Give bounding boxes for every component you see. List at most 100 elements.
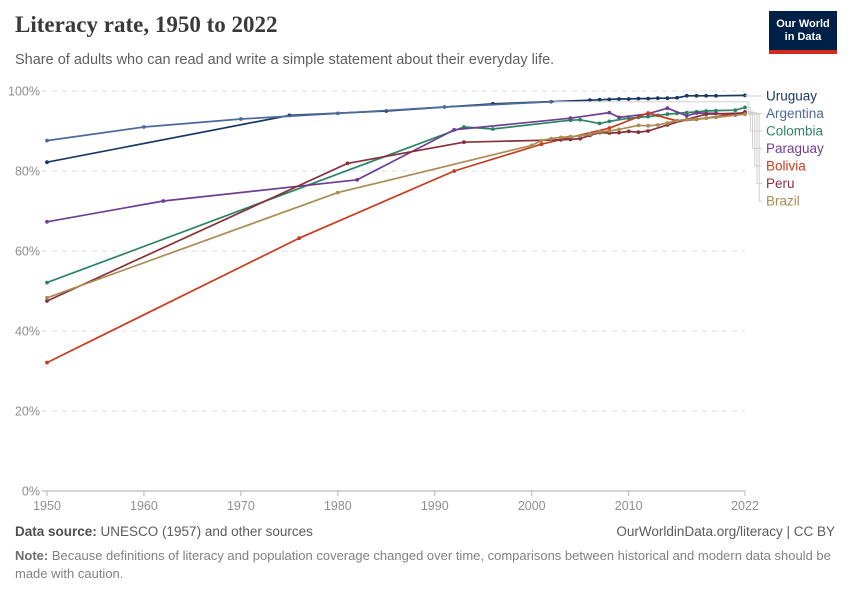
x-tick-label: 1950 (33, 499, 61, 513)
data-point (335, 190, 340, 195)
legend-label-colombia[interactable]: Colombia (766, 124, 824, 139)
data-point (684, 117, 689, 122)
data-point (617, 115, 621, 120)
series-brazil (45, 112, 747, 300)
data-point (665, 121, 670, 125)
y-tick-label: 100% (8, 85, 40, 99)
x-tick-label: 2000 (518, 499, 546, 513)
owid-logo[interactable]: Our World in Data (769, 11, 837, 54)
data-point (45, 295, 49, 300)
data-point (539, 138, 544, 143)
data-point (297, 236, 301, 241)
data-point (714, 115, 718, 120)
data-point (462, 140, 466, 145)
data-point (646, 114, 650, 119)
data-point (588, 132, 592, 137)
legend-label-paraguay[interactable]: Paraguay (766, 141, 824, 156)
data-point (491, 127, 495, 131)
data-point (345, 161, 350, 166)
data-source: Data source: UNESCO (1957) and other sou… (15, 524, 313, 539)
owid-license-link[interactable]: OurWorldinData.org/literacy | CC BY (616, 524, 835, 539)
data-point (539, 142, 544, 147)
data-point (675, 95, 679, 100)
chart-note-label: Note: (15, 548, 49, 563)
data-point (646, 129, 650, 133)
series-bolivia (45, 110, 747, 365)
data-point (694, 111, 699, 115)
x-tick-label: 2010 (615, 499, 643, 513)
data-point (578, 117, 583, 122)
data-point (665, 106, 670, 111)
data-point (45, 299, 49, 303)
legend-label-argentina[interactable]: Argentina (766, 106, 824, 121)
data-point (704, 93, 709, 98)
data-point (578, 136, 583, 141)
data-point (714, 93, 718, 98)
owid-logo-line1: Our World (776, 18, 830, 30)
data-point (607, 110, 612, 115)
data-point (704, 116, 709, 121)
data-point (45, 360, 49, 365)
data-point (684, 110, 689, 115)
data-point (636, 96, 641, 101)
data-point (684, 113, 689, 118)
x-tick-label: 2022 (731, 499, 759, 513)
owid-logo-line2: in Data (784, 31, 822, 43)
legend-label-uruguay[interactable]: Uruguay (766, 89, 817, 104)
data-point (646, 123, 650, 128)
legend-label-peru[interactable]: Peru (766, 176, 795, 191)
legend-label-bolivia[interactable]: Bolivia (766, 159, 806, 174)
data-point (684, 93, 689, 98)
data-point (239, 117, 243, 121)
legend-connector (745, 94, 762, 97)
data-point (675, 118, 679, 123)
data-point (646, 96, 650, 101)
data-point (142, 125, 146, 129)
chart-footer: Data source: UNESCO (1957) and other sou… (15, 524, 835, 584)
data-point (617, 127, 621, 132)
data-point (45, 160, 49, 165)
data-point (636, 130, 641, 135)
series-uruguay (45, 93, 747, 165)
data-point (665, 96, 670, 101)
data-point (558, 135, 563, 140)
data-point (646, 111, 650, 115)
data-point (597, 129, 602, 134)
data-point (607, 129, 612, 133)
data-point (568, 116, 573, 121)
x-tick-label: 1980 (324, 499, 352, 513)
y-tick-label: 60% (15, 245, 40, 259)
chart-title: Literacy rate, 1950 to 2022 (15, 12, 278, 37)
series-line-argentina (46, 100, 552, 142)
y-tick-label: 0% (22, 485, 40, 499)
legend-connector (748, 106, 762, 132)
series-paraguay (45, 106, 747, 224)
y-tick-label: 40% (15, 325, 40, 339)
data-point (588, 98, 592, 103)
data-point (529, 143, 534, 148)
chart-note-text: Because definitions of literacy and popu… (15, 548, 831, 582)
legend-connector (748, 113, 762, 202)
data-point (355, 177, 360, 182)
data-point (617, 97, 621, 101)
data-point (655, 96, 660, 101)
x-tick-label: 1970 (227, 499, 255, 513)
series-peru (45, 111, 747, 303)
data-source-label: Data source: (15, 524, 97, 539)
chart-area: 0% 20% 40% 60% 80% 100% 1950 1960 1970 1980 1990 20… (0, 78, 850, 518)
data-point (743, 112, 747, 117)
data-point (704, 112, 709, 117)
data-point (607, 97, 612, 102)
data-point (733, 108, 738, 113)
data-source-text: UNESCO (1957) and other sources (96, 524, 313, 539)
data-point (597, 121, 602, 126)
legend-label-brazil[interactable]: Brazil (766, 194, 800, 209)
data-point (626, 116, 631, 121)
data-point (694, 117, 699, 121)
data-point (714, 108, 718, 113)
series-line-colombia (46, 106, 746, 284)
data-point (45, 219, 49, 224)
data-point (704, 109, 709, 113)
data-point (452, 169, 457, 173)
